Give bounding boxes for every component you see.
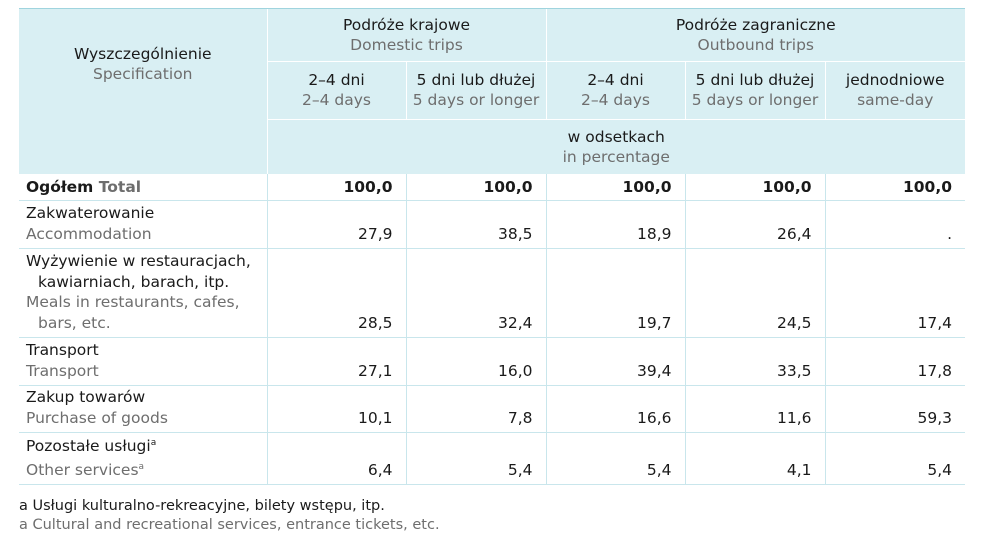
cell-value: 6,4 xyxy=(266,432,406,486)
col-label-en: 2–4 days xyxy=(302,91,371,109)
cell-value: 59,3 xyxy=(824,385,966,433)
footnote-marker: a xyxy=(150,438,157,448)
row-label-en-cont: bars, etc. xyxy=(38,313,111,332)
table-row-other-services: Pozostałe usługia Other servicesa 6,4 5,… xyxy=(19,432,966,486)
row-label-pl: Wyżywienie w restauracjach, xyxy=(26,252,251,270)
cell-value: 7,8 xyxy=(405,385,546,433)
col-label-en: 5 days or longer xyxy=(412,91,540,109)
row-label-pl: Pozostałe usługia xyxy=(26,433,267,457)
row-label-en: Other servicesa xyxy=(26,457,267,481)
row-label: Wyżywienie w restauracjach, kawiarniach,… xyxy=(19,248,267,338)
spec-header-en: Specification xyxy=(92,65,193,83)
col-label-en: 5 days or longer xyxy=(691,91,819,109)
outbound-trips-header: Podróże zagraniczne Outbound trips xyxy=(546,9,966,62)
table-row-purchase-of-goods: Zakup towarów Purchase of goods 10,1 7,8… xyxy=(19,385,966,433)
cell-value: 100,0 xyxy=(684,174,825,201)
unit-en: in percentage xyxy=(562,147,670,166)
expenditure-structure-table: Wyszczególnienie Specification Podróże k… xyxy=(19,9,966,486)
row-label-en: Transport xyxy=(26,361,99,380)
row-label-pl: Zakup towarów xyxy=(26,388,146,406)
col-domestic-2-4-days: 2–4 dni 2–4 days xyxy=(267,61,407,120)
cell-value: 5,4 xyxy=(405,432,546,486)
footnote-pl: a Usługi kulturalno-rekreacyjne, bilety … xyxy=(19,498,385,514)
col-label-pl: 2–4 dni xyxy=(308,71,365,89)
unit-header: w odsetkach in percentage xyxy=(267,119,966,174)
cell-value: 100,0 xyxy=(405,174,546,201)
table-row-accommodation: Zakwaterowanie Accommodation 27,9 38,5 1… xyxy=(19,200,966,249)
row-label-pl: Zakwaterowanie xyxy=(26,204,155,222)
cell-value: 100,0 xyxy=(545,174,685,201)
cell-value: 10,1 xyxy=(266,385,406,433)
col-label-pl: 5 dni lub dłużej xyxy=(416,71,536,89)
cell-value: 28,5 xyxy=(266,248,406,338)
spec-header: Wyszczególnienie Specification xyxy=(19,9,268,119)
row-label-en: Accommodation xyxy=(26,224,152,243)
row-label-en-text: Other services xyxy=(26,460,139,479)
spec-header-pl: Wyszczególnienie xyxy=(73,45,212,63)
table-row-meals: Wyżywienie w restauracjach, kawiarniach,… xyxy=(19,248,966,338)
row-label: Pozostałe usługia Other servicesa xyxy=(19,432,267,486)
unit-pl: w odsetkach xyxy=(567,127,665,146)
table-row-transport: Transport Transport 27,1 16,0 39,4 33,5 … xyxy=(19,337,966,386)
cell-value: 17,8 xyxy=(824,337,966,386)
cell-value: 27,1 xyxy=(266,337,406,386)
cell-value: 18,9 xyxy=(545,200,685,249)
domestic-trips-header: Podróże krajowe Domestic trips xyxy=(267,9,547,62)
row-label-pl: Ogółem xyxy=(26,177,94,196)
footnote-marker: a xyxy=(138,461,145,472)
cell-value: 4,1 xyxy=(684,432,825,486)
table-header: Wyszczególnienie Specification Podróże k… xyxy=(19,9,966,174)
row-label-en: Meals in restaurants, cafes, xyxy=(26,293,240,311)
col-domestic-5-days-plus: 5 dni lub dłużej 5 days or longer xyxy=(406,61,547,120)
cell-value: 26,4 xyxy=(684,200,825,249)
cell-value: 32,4 xyxy=(405,248,546,338)
cell-value: 16,6 xyxy=(545,385,685,433)
outbound-header-pl: Podróże zagraniczne xyxy=(675,15,836,34)
col-label-en: same-day xyxy=(857,91,934,109)
cell-value: 5,4 xyxy=(824,432,966,486)
col-label-pl: 2–4 dni xyxy=(587,71,644,89)
row-label-en: Purchase of goods xyxy=(26,408,168,427)
domestic-header-en: Domestic trips xyxy=(350,35,463,54)
cell-value: 33,5 xyxy=(684,337,825,386)
row-label-pl-cont: kawiarniach, barach, itp. xyxy=(38,272,230,291)
cell-value: 5,4 xyxy=(545,432,685,486)
cell-value: 39,4 xyxy=(545,337,685,386)
cell-value: 38,5 xyxy=(405,200,546,249)
col-label-pl: jednodniowe xyxy=(845,71,945,89)
table-top-rule xyxy=(19,8,965,9)
cell-value: 16,0 xyxy=(405,337,546,386)
cell-value: 24,5 xyxy=(684,248,825,338)
cell-value: 27,9 xyxy=(266,200,406,249)
cell-value: 100,0 xyxy=(266,174,406,201)
cell-value: 11,6 xyxy=(684,385,825,433)
footnote-en: a Cultural and recreational services, en… xyxy=(19,517,440,533)
cell-value: 100,0 xyxy=(824,174,966,201)
col-label-en: 2–4 days xyxy=(581,91,650,109)
col-outbound-5-days-plus: 5 dni lub dłużej 5 days or longer xyxy=(685,61,826,120)
row-label: Zakwaterowanie Accommodation xyxy=(19,200,267,249)
row-label-en: Total xyxy=(98,177,142,196)
row-label-pl-text: Pozostałe usługi xyxy=(26,437,151,456)
domestic-header-pl: Podróże krajowe xyxy=(342,15,471,34)
footnotes: a Usługi kulturalno-rekreacyjne, bilety … xyxy=(19,497,440,535)
row-label: Transport Transport xyxy=(19,337,267,386)
col-outbound-2-4-days: 2–4 dni 2–4 days xyxy=(546,61,686,120)
outbound-header-en: Outbound trips xyxy=(697,35,815,54)
spec-header-spacer xyxy=(19,119,268,174)
row-label: Zakup towarów Purchase of goods xyxy=(19,385,267,433)
row-label-pl: Transport xyxy=(26,341,99,359)
table-row-total: Ogółem Total 100,0 100,0 100,0 100,0 100… xyxy=(19,174,966,201)
cell-value: . xyxy=(824,200,966,249)
col-label-pl: 5 dni lub dłużej xyxy=(695,71,815,89)
row-label: Ogółem Total xyxy=(19,174,267,201)
col-outbound-same-day: jednodniowe same-day xyxy=(825,61,966,120)
cell-value: 19,7 xyxy=(545,248,685,338)
cell-value: 17,4 xyxy=(824,248,966,338)
